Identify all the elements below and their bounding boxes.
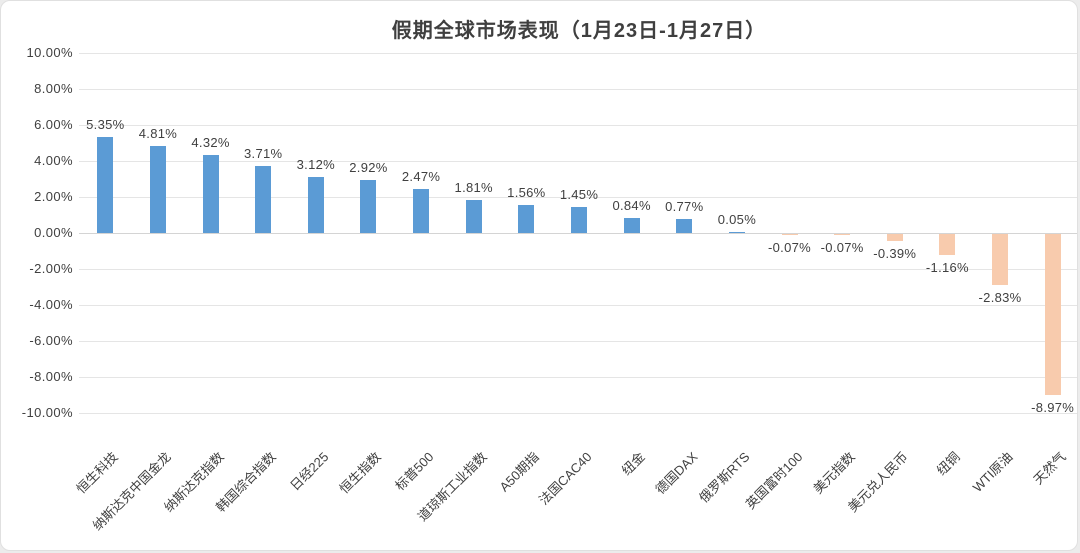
- x-category-label: 美元指数: [810, 449, 858, 497]
- bar-data-label: -1.16%: [925, 259, 969, 275]
- y-tick-label: 8.00%: [34, 81, 73, 96]
- x-category-label: 纽铜: [934, 449, 964, 479]
- y-tick-label: -8.00%: [29, 369, 73, 384]
- gridline: [79, 305, 1077, 306]
- bar-data-label: 5.35%: [86, 116, 125, 132]
- gridline: [79, 125, 1077, 126]
- gridline: [79, 53, 1077, 54]
- x-category-label: 恒生指数: [336, 449, 385, 497]
- chart-title: 假期全球市场表现（1月23日-1月27日）: [391, 20, 767, 42]
- bar: [360, 180, 377, 233]
- bar: [97, 136, 114, 233]
- x-category-label: 德国DAX: [652, 449, 700, 498]
- y-tick-label: -4.00%: [29, 297, 73, 312]
- bar: [518, 204, 535, 233]
- x-category-label: A50期指: [496, 449, 543, 495]
- bar: [992, 234, 1009, 285]
- gridline: [79, 377, 1077, 378]
- bar: [623, 217, 640, 233]
- x-category-label: WTI原油: [969, 449, 1016, 495]
- gridline: [79, 341, 1077, 342]
- y-tick-label: 2.00%: [34, 189, 73, 204]
- y-tick-label: -6.00%: [29, 333, 73, 348]
- bar-data-label: -0.07%: [820, 240, 864, 256]
- bar-data-label: 2.47%: [401, 168, 441, 184]
- bar-data-label: 0.84%: [612, 197, 651, 213]
- gridline: [79, 161, 1077, 162]
- bar: [781, 234, 798, 236]
- bar: [149, 146, 166, 233]
- bar: [413, 188, 430, 233]
- x-category-label: 日经225: [287, 449, 332, 494]
- y-tick-label: 0.00%: [34, 225, 73, 240]
- bar-data-label: 4.32%: [191, 135, 230, 151]
- bar: [834, 234, 851, 236]
- y-tick-label: 10.00%: [26, 45, 73, 60]
- bar: [465, 200, 482, 233]
- bar-data-label: 1.45%: [559, 186, 599, 202]
- x-category-label: 天然气: [1030, 449, 1069, 488]
- bar: [202, 155, 219, 233]
- bar-data-label: 2.92%: [349, 160, 388, 176]
- y-tick-label: -10.00%: [21, 405, 73, 420]
- zero-axis-line: [79, 233, 1077, 234]
- bar-data-label: -2.83%: [978, 289, 1022, 305]
- bar-data-label: 0.05%: [717, 212, 757, 228]
- bar: [728, 232, 745, 234]
- bar-data-label: 1.56%: [507, 184, 546, 200]
- gridline: [79, 269, 1077, 270]
- bar-data-label: 4.81%: [138, 126, 178, 142]
- x-category-label: 标普500: [392, 449, 437, 494]
- bar-data-label: 1.81%: [454, 180, 493, 196]
- x-category-label: 法国CAC40: [536, 449, 595, 508]
- bar-data-label: -0.07%: [768, 240, 812, 256]
- y-tick-label: 6.00%: [34, 117, 73, 132]
- x-category-label: 恒生科技: [73, 449, 122, 497]
- bar-data-label: 3.12%: [296, 156, 336, 172]
- bar-data-label: 0.77%: [665, 199, 704, 215]
- bar: [676, 219, 693, 233]
- gridline: [79, 197, 1077, 198]
- gridline: [79, 89, 1077, 90]
- bar-data-label: -0.39%: [873, 246, 917, 262]
- bar: [939, 234, 956, 255]
- x-category-label: 纽金: [618, 449, 648, 479]
- bar: [255, 166, 272, 233]
- bar: [571, 206, 587, 233]
- bar: [307, 176, 324, 233]
- y-tick-label: -2.00%: [29, 261, 73, 276]
- bar-data-label: -8.97%: [1031, 400, 1075, 416]
- bar: [1044, 234, 1061, 396]
- bar-data-label: 3.71%: [244, 146, 283, 162]
- y-tick-label: 4.00%: [34, 153, 73, 168]
- gridline: [79, 413, 1077, 414]
- bar: [886, 234, 903, 242]
